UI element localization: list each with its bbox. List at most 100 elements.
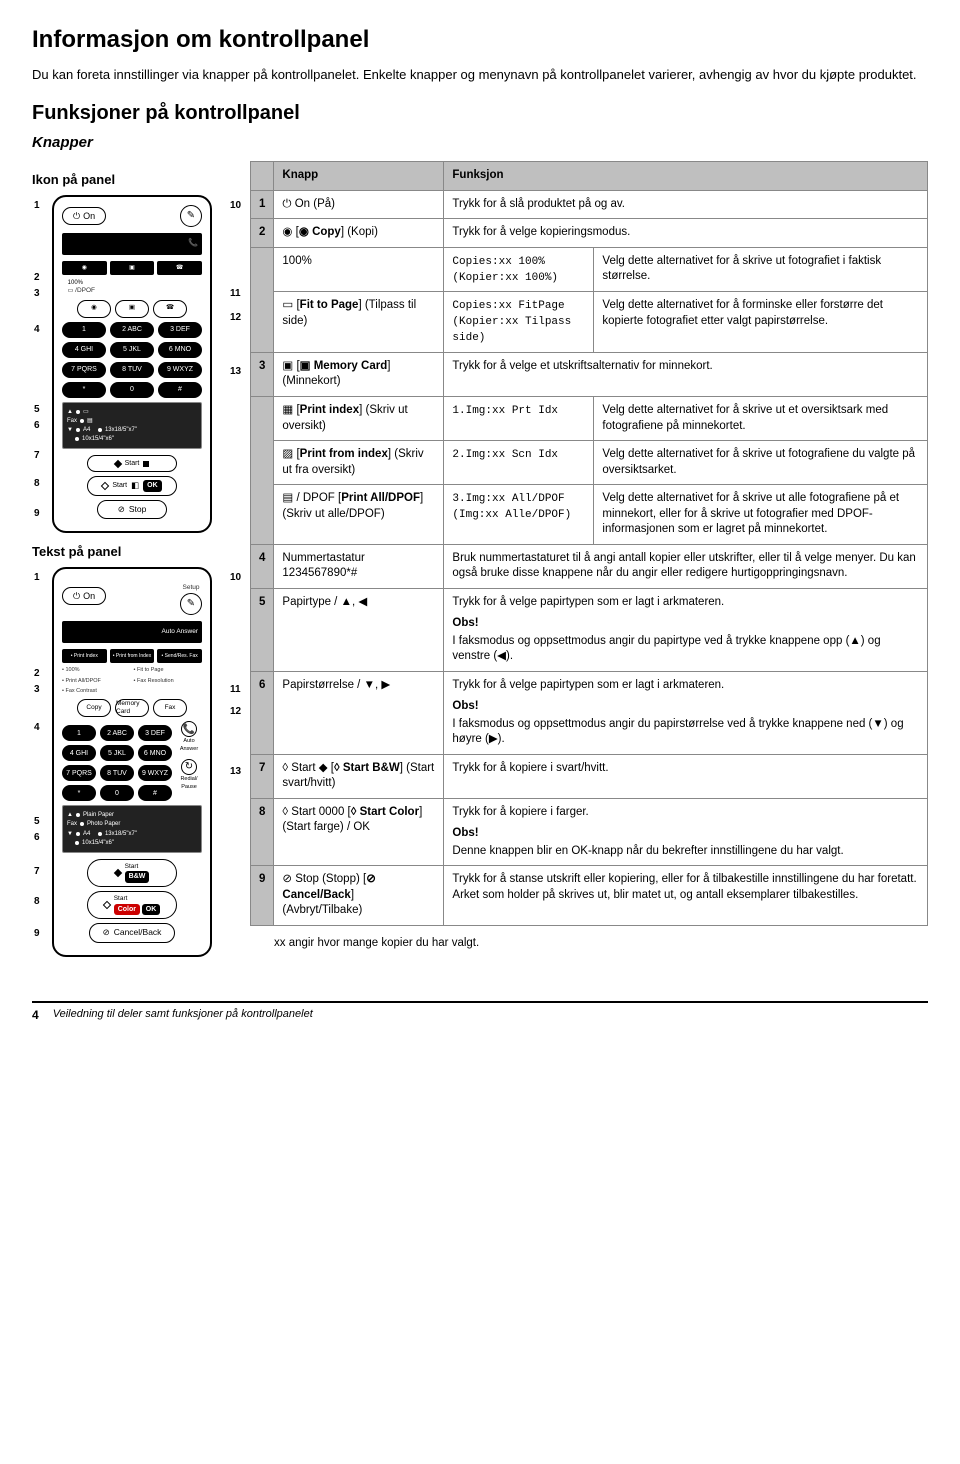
start-color-button[interactable]: Start ◧ OK <box>87 476 177 495</box>
page-number: 4 <box>32 1007 39 1023</box>
cancel-button[interactable]: ⊘ Cancel/Back <box>89 923 175 942</box>
keypad-key[interactable]: 8 TUV <box>100 765 134 781</box>
button-cell: ▭ [Fit to Page] (Tilpass til side) <box>274 292 444 353</box>
callout-number: 8 <box>34 479 40 489</box>
col-funksjon: Funksjon <box>444 162 928 191</box>
button-cell: ▣ [▣ Memory Card] (Minnekort) <box>274 352 444 396</box>
callout-number: 13 <box>230 367 241 377</box>
table-row: 100%Copies:xx 100%(Kopier:xx 100%)Velg d… <box>251 247 928 292</box>
page-title: Informasjon om kontrollpanel <box>32 24 928 56</box>
keypad-key[interactable]: 6 MNO <box>138 745 172 761</box>
row-num-empty <box>251 292 274 353</box>
setup-button[interactable]: ✎ <box>180 593 202 615</box>
keypad-key[interactable]: 6 MNO <box>158 342 202 358</box>
keypad-key[interactable]: 4 GHI <box>62 342 106 358</box>
function-cell: Bruk nummertastaturet til å angi antall … <box>444 544 928 588</box>
on-label: On <box>83 590 95 602</box>
keypad-key[interactable]: 0 <box>100 785 134 801</box>
on-button[interactable]: ⏻ On <box>62 587 106 605</box>
keypad-key[interactable]: # <box>158 382 202 398</box>
table-row: 8◊ Start 0000 [◊ Start Color] (Start far… <box>251 798 928 866</box>
callout-number: 13 <box>230 767 241 777</box>
on-button[interactable]: ⏻ On <box>62 207 106 225</box>
feature-cell: • Send/Res. Fax <box>157 649 202 663</box>
keypad-key[interactable]: 5 JKL <box>100 745 134 761</box>
button-cell: Nummertastatur1234567890*# <box>274 544 444 588</box>
callout-number: 3 <box>34 685 40 695</box>
start-bw-button[interactable]: StartB&W <box>87 859 177 887</box>
function-cell: Trykk for å velge kopieringsmodus. <box>444 219 928 248</box>
keypad-key[interactable]: 8 TUV <box>110 362 154 378</box>
keypad-key[interactable]: 3 DEF <box>138 725 172 741</box>
callout-number: 1 <box>34 573 40 583</box>
table-row: ▭ [Fit to Page] (Tilpass til side)Copies… <box>251 292 928 353</box>
row-num: 1 <box>251 190 274 219</box>
size1-label: 13x18/5"x7" <box>105 830 137 838</box>
start-color-button[interactable]: StartColor OK <box>87 891 177 919</box>
size1-label: 13x18/5"x7" <box>105 426 137 434</box>
lcd-cell: Copies:xx FitPage(Kopier:xx Tilpass side… <box>444 292 594 353</box>
icon-panel-label: Ikon på panel <box>32 171 232 189</box>
stop-button[interactable]: ⊘ Stop <box>97 500 167 519</box>
desc-cell: Velg dette alternativet for å skrive ut … <box>594 396 928 440</box>
copy-mode-button[interactable]: Copy <box>77 699 111 717</box>
keypad-key[interactable]: 9 WXYZ <box>158 362 202 378</box>
callout-number: 4 <box>34 325 40 335</box>
lcd-display: Auto Answer <box>62 621 202 643</box>
keypad-key[interactable]: 5 JKL <box>110 342 154 358</box>
setup-button[interactable]: ✎ <box>180 205 202 227</box>
keypad-key[interactable]: 2 ABC <box>110 322 154 338</box>
table-row: ▨ [Print from index] (Skriv ut fra overs… <box>251 441 928 485</box>
on-label: On <box>83 210 95 222</box>
table-row: 7◊ Start ◆ [◊ Start B&W] (Start svart/hv… <box>251 754 928 798</box>
callout-number: 7 <box>34 451 40 461</box>
keypad-key[interactable]: 1 <box>62 322 106 338</box>
auto-answer-button[interactable]: 📞 <box>181 721 197 737</box>
start-bw-button[interactable]: Start <box>87 455 177 472</box>
callout-number: 2 <box>34 273 40 283</box>
paper-selector: ▲ ▭ Fax ▤ ▼ A4 13x18/5"x7" 10x15/4"x6" <box>62 402 202 449</box>
table-row: ▦ [Print index] (Skriv ut oversikt)1.Img… <box>251 396 928 440</box>
keypad-key[interactable]: 1 <box>62 725 96 741</box>
a4-label: A4 <box>83 830 90 838</box>
text-panel-wrap: 123456789 10111213 ⏻ On Setup ✎ Auto Ans… <box>52 567 212 957</box>
mode-fax-icon: ☎ <box>157 261 202 275</box>
desc-cell: Velg dette alternativet for å skrive ut … <box>594 485 928 545</box>
callout-number: 10 <box>230 201 241 211</box>
button-cell: ▦ [Print index] (Skriv ut oversikt) <box>274 396 444 440</box>
keypad-key[interactable]: 7 PQRS <box>62 765 96 781</box>
cancel-label: Cancel/Back <box>114 927 162 938</box>
keypad-key[interactable]: * <box>62 382 106 398</box>
table-row: 1⏻ On (På)Trykk for å slå produktet på o… <box>251 190 928 219</box>
s1: Start <box>125 863 139 870</box>
keypad-key[interactable]: 0 <box>110 382 154 398</box>
keypad-key[interactable]: # <box>138 785 172 801</box>
keypad: 12 ABC3 DEF 4 GHI5 JKL6 MNO 7 PQRS8 TUV9 W… <box>62 322 202 398</box>
card-mode-button[interactable]: Memory Card <box>115 699 149 717</box>
button-cell: ▨ [Print from index] (Skriv ut fra overs… <box>274 441 444 485</box>
fax-mode-button[interactable]: Fax <box>153 699 187 717</box>
ok-chip: OK <box>142 904 161 915</box>
callout-number: 11 <box>230 289 241 299</box>
desc-cell: Velg dette alternativet for å skrive ut … <box>594 441 928 485</box>
card-mode-button[interactable]: ▣ <box>115 300 149 318</box>
fax-mode-button[interactable]: ☎ <box>153 300 187 318</box>
function-cell: Trykk for å kopiere i svart/hvitt. <box>444 754 928 798</box>
row-num: 6 <box>251 671 274 754</box>
function-cell: Trykk for å slå produktet på og av. <box>444 190 928 219</box>
keypad-key[interactable]: 3 DEF <box>158 322 202 338</box>
copy-mode-button[interactable]: ◉ <box>77 300 111 318</box>
keypad-key[interactable]: 2 ABC <box>100 725 134 741</box>
table-row: 6Papirstørrelse / ▼, ▶Trykk for å velge … <box>251 671 928 754</box>
mode-icons-row: ◉ ▣ ☎ <box>62 261 202 275</box>
button-cell: ◊ Start 0000 [◊ Start Color] (Start farg… <box>274 798 444 866</box>
keypad-key[interactable]: * <box>62 785 96 801</box>
feature-cell: • Fax Contrast <box>62 688 131 695</box>
col-knapp: Knapp <box>274 162 444 191</box>
keypad-key[interactable]: 4 GHI <box>62 745 96 761</box>
redial-button[interactable]: ↻ <box>181 759 197 775</box>
callout-number: 1 <box>34 201 40 211</box>
callout-number: 6 <box>34 833 40 843</box>
keypad-key[interactable]: 7 PQRS <box>62 362 106 378</box>
keypad-key[interactable]: 9 WXYZ <box>138 765 172 781</box>
